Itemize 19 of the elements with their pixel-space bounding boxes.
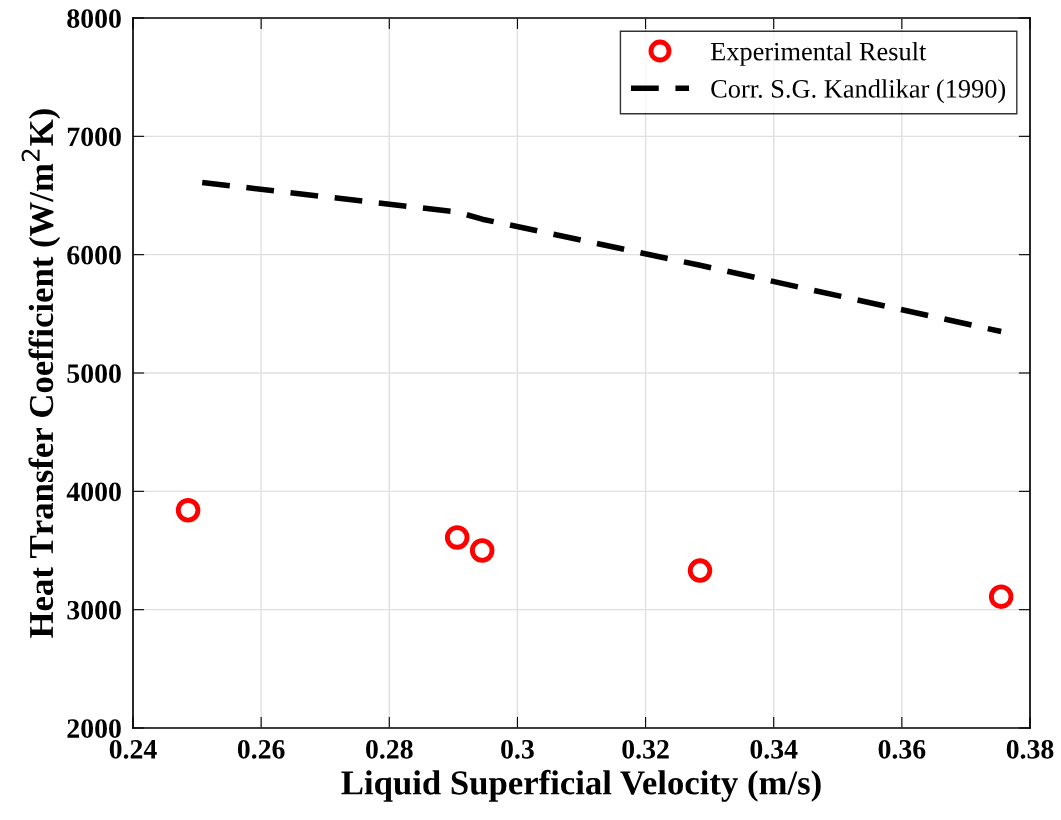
x-tick-label: 0.3 <box>501 739 534 759</box>
x-tick-label: 0.38 <box>1006 739 1054 759</box>
y-tick-label: 5000 <box>67 364 121 383</box>
x-axis-title: Liquid Superficial Velocity (m/s) <box>341 769 821 802</box>
x-tick-label: 0.36 <box>878 739 926 759</box>
y-tick-label: 3000 <box>67 600 121 620</box>
legend-label: Experimental Result <box>710 41 927 66</box>
x-tick-label: 0.28 <box>366 739 413 759</box>
x-tick-label: 0.34 <box>750 739 798 759</box>
y-tick-label: 7000 <box>67 127 121 147</box>
y-tick-label: 4000 <box>66 482 121 502</box>
x-tick-label: 0.24 <box>109 739 157 759</box>
y-tick-label: 8000 <box>67 9 121 28</box>
x-tick-label: 0.26 <box>237 739 285 759</box>
y-tick-label: 6000 <box>67 245 121 265</box>
y-tick-label: 2000 <box>67 719 121 738</box>
y-axis-title: Heat Transfer Coefficient (W/m$^{2}$K) <box>21 109 61 638</box>
x-tick-label: 0.32 <box>622 739 669 759</box>
legend-label: Corr. S.G. Kandlikar (1990) <box>711 79 1006 104</box>
